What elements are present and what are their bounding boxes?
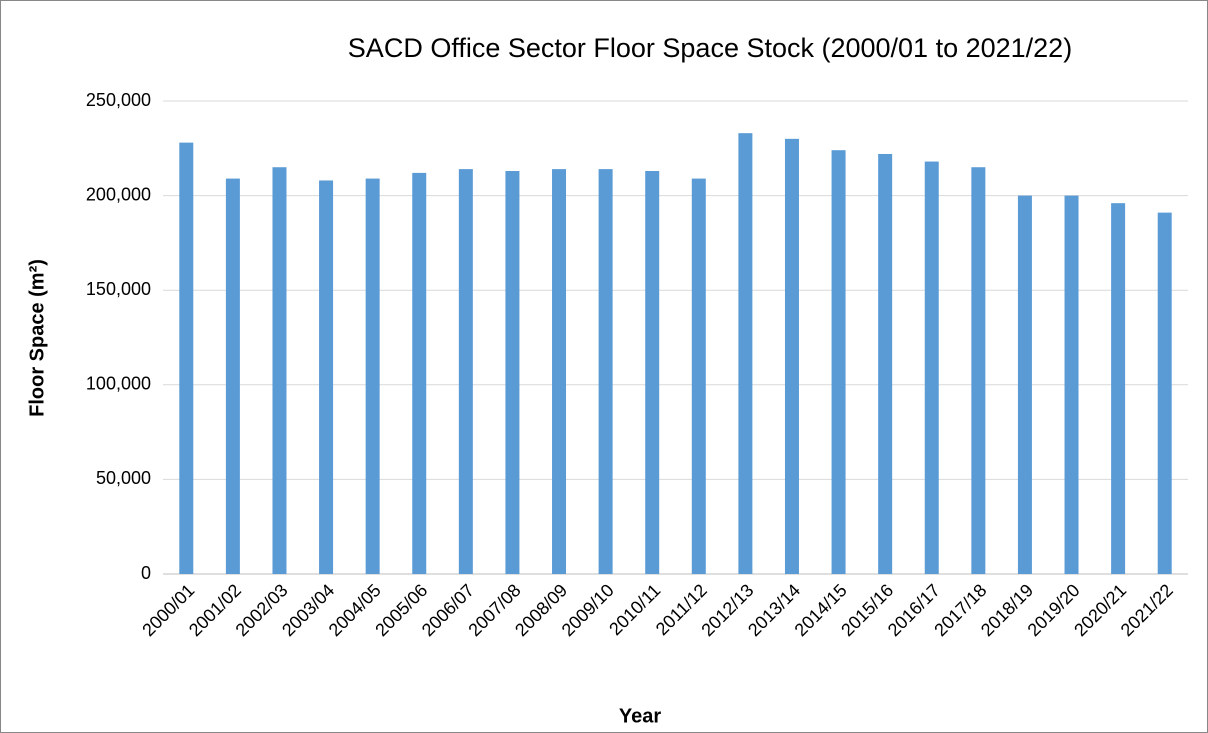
bar [458, 169, 473, 574]
bar [738, 133, 753, 574]
bar [319, 180, 334, 575]
bar [831, 150, 846, 574]
bar [412, 172, 427, 574]
y-axis-title: Floor Space (m²) [26, 259, 48, 417]
bar [505, 171, 520, 574]
bar [784, 138, 799, 574]
bar [924, 161, 939, 574]
y-tick-label: 0 [141, 563, 151, 583]
bar [1111, 203, 1126, 574]
bar [645, 171, 660, 574]
bar [272, 167, 287, 574]
y-tick-label: 200,000 [86, 184, 151, 204]
bar [179, 142, 194, 574]
y-tick-label: 100,000 [86, 374, 151, 394]
bar [552, 169, 567, 574]
y-tick-label: 250,000 [86, 90, 151, 110]
bar [1064, 195, 1079, 574]
bar [365, 178, 380, 574]
bar [691, 178, 706, 574]
x-axis-title: Year [619, 705, 661, 727]
bar [878, 153, 893, 574]
bar [1017, 195, 1032, 574]
bar [598, 169, 613, 574]
chart-title: SACD Office Sector Floor Space Stock (20… [348, 33, 1072, 63]
y-tick-label: 150,000 [86, 279, 151, 299]
bar [971, 167, 986, 574]
bar [1157, 212, 1172, 575]
y-tick-label: 50,000 [96, 468, 151, 488]
bar [225, 178, 240, 574]
